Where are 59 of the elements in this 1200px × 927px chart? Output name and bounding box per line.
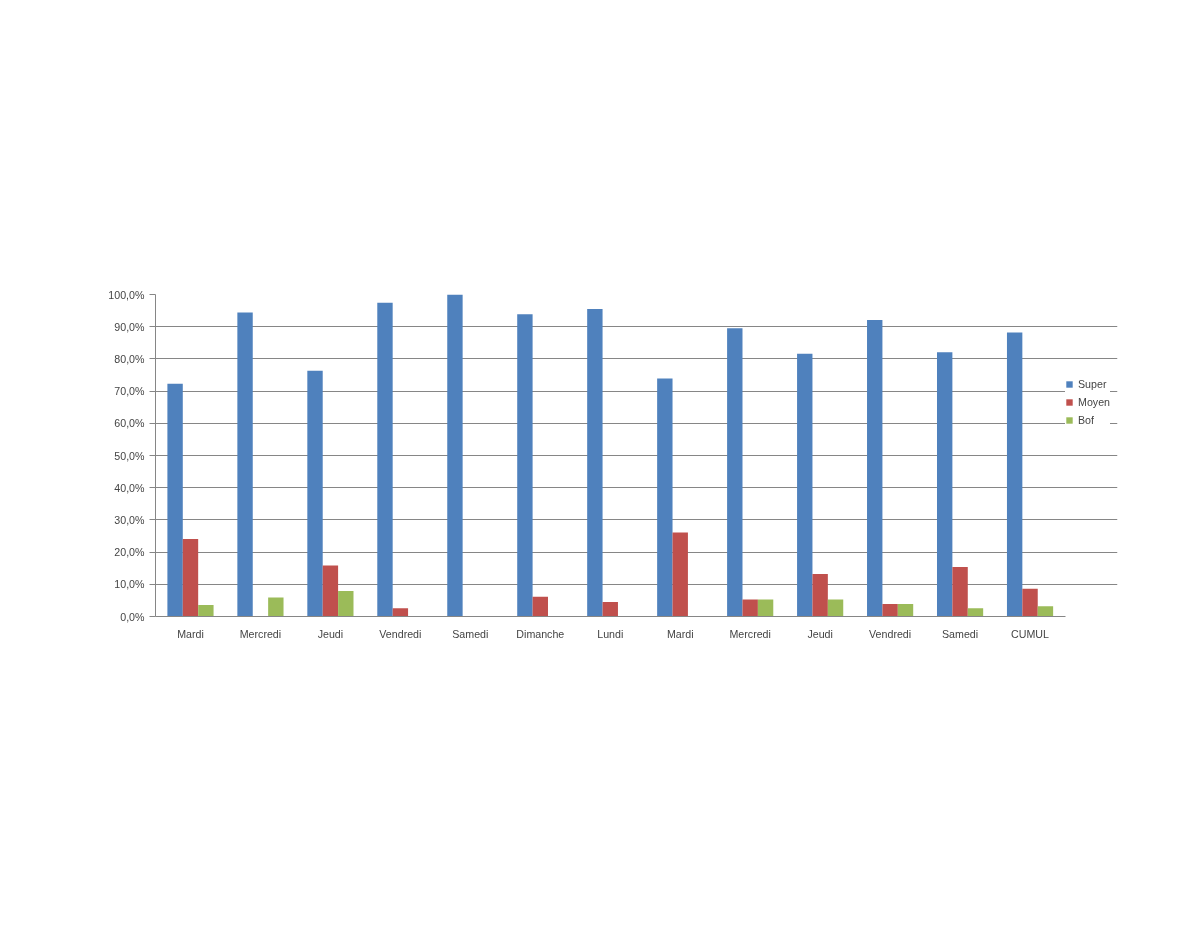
bar: [377, 302, 393, 617]
y-tick-label: 60,0%: [114, 417, 146, 430]
bar: [657, 378, 673, 617]
bar: [952, 566, 968, 617]
x-tick-label: Jeudi: [807, 627, 833, 640]
legend-label: Super: [1078, 378, 1107, 390]
bar: [517, 314, 533, 617]
bar: [1006, 332, 1023, 617]
bar: [237, 312, 253, 617]
bar: [532, 596, 548, 617]
bar: [967, 608, 984, 617]
bar: [882, 603, 898, 617]
bar: [198, 604, 214, 617]
x-tick-label: Dimanche: [516, 627, 565, 640]
y-tick-label: 90,0%: [114, 320, 146, 333]
x-tick-label: Vendredi: [869, 627, 912, 640]
x-tick-label: Jeudi: [317, 627, 344, 640]
y-tick-label: 30,0%: [114, 513, 146, 526]
y-tick-label: 0,0%: [120, 610, 146, 623]
y-tick-label: 80,0%: [114, 352, 146, 365]
bar: [602, 602, 618, 617]
y-tick-label: 50,0%: [114, 449, 146, 462]
legend-label: Bof: [1078, 414, 1095, 426]
bar: [867, 319, 883, 617]
x-tick-label: Mardi: [177, 627, 204, 640]
bar: [742, 599, 758, 617]
x-tick-label: CUMUL: [1011, 627, 1050, 640]
bar: [797, 353, 813, 617]
bar: [182, 538, 199, 617]
bar: [307, 370, 323, 617]
x-tick-label: Mardi: [666, 627, 694, 640]
bar: [1022, 588, 1038, 617]
x-tick-label: Vendredi: [379, 627, 422, 640]
bar: [447, 294, 463, 617]
bar: [268, 597, 284, 617]
bar: [392, 608, 409, 617]
bar: [812, 574, 828, 617]
y-tick-label: 10,0%: [114, 578, 146, 591]
legend-label: Moyen: [1078, 396, 1110, 408]
bar: [1037, 606, 1054, 617]
x-tick-label: Lundi: [597, 627, 624, 640]
x-tick-label: Mercredi: [239, 627, 282, 640]
bar: [727, 328, 743, 617]
bar: [322, 565, 339, 617]
bar: [672, 532, 688, 617]
bar: [936, 352, 953, 617]
bar: [167, 383, 183, 617]
bar: [827, 599, 844, 617]
y-tick-label: 70,0%: [114, 385, 146, 398]
bar: [757, 599, 774, 617]
bar: [338, 591, 354, 617]
y-tick-label: 20,0%: [114, 546, 146, 559]
x-tick-label: Samedi: [942, 627, 979, 640]
x-tick-label: Samedi: [452, 627, 489, 640]
y-tick-label: 100,0%: [108, 288, 146, 301]
bar: [897, 603, 914, 617]
y-tick-label: 40,0%: [114, 481, 146, 494]
bar: [587, 308, 603, 617]
x-tick-label: Mercredi: [729, 627, 771, 640]
